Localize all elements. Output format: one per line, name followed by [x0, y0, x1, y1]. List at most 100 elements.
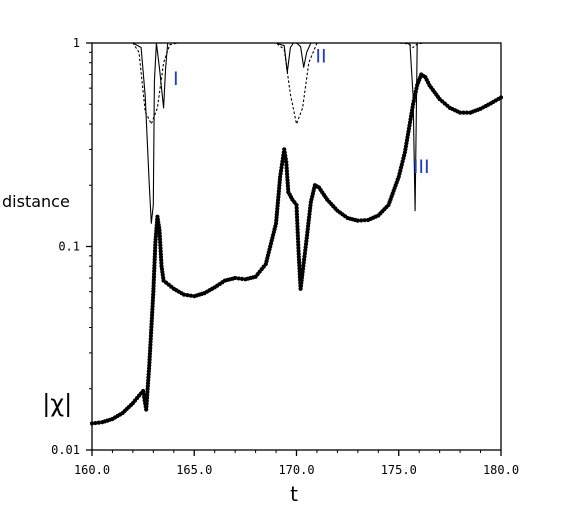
chi-series-point [149, 313, 155, 318]
chi-series-point [296, 245, 301, 251]
chi-series-point [147, 354, 152, 359]
chi-label: |χ| [42, 389, 72, 417]
y-tick-label: 0.1 [58, 240, 80, 254]
chi-series-point [301, 263, 306, 268]
x-tick-label: 175.0 [381, 463, 417, 477]
chi-series-point [239, 276, 245, 281]
chi-series-point [283, 156, 288, 161]
chi-series-point [295, 230, 300, 235]
chi-series-point [149, 325, 154, 330]
chi-series-point [295, 233, 300, 238]
chi-series-point [284, 165, 289, 171]
x-tick-label: 165.0 [176, 463, 212, 477]
y-tick-label: 1 [73, 36, 80, 50]
chi-series-point [303, 248, 308, 253]
y-tick-label: 0.01 [51, 443, 80, 457]
chi-series-point [185, 293, 190, 298]
chi-series-point [150, 310, 155, 315]
chi-series-point [300, 269, 305, 275]
chi-series-point [294, 209, 299, 214]
chi-series-point [284, 171, 290, 177]
chi-series-point [148, 330, 154, 336]
chi-series-point [158, 255, 164, 260]
chi-series-point [157, 228, 162, 233]
solid-distance-line [92, 42, 501, 224]
y-axis-ticks: 1 0.1 0.01 [51, 36, 92, 457]
chi-series-point [96, 420, 101, 425]
chi-series-point [461, 110, 466, 115]
chi-series-point [148, 339, 153, 345]
chi-series-point [283, 153, 288, 158]
chi-series-point [157, 237, 163, 242]
chi-series-point [285, 181, 290, 186]
chi-series-point [294, 212, 300, 217]
chi-series-point [147, 357, 152, 362]
chi-series-point [149, 322, 154, 327]
chi-series-point [150, 307, 155, 312]
chi-series-point [236, 276, 241, 281]
chi-series-point [285, 177, 290, 183]
chi-series-point [148, 333, 153, 339]
chi-series-point [151, 292, 156, 297]
chi-series-point [150, 304, 155, 309]
chi-series-point [141, 388, 146, 394]
chi-series-point [282, 147, 287, 152]
chi-series-point [282, 150, 287, 155]
x-axis-ticks: 160.0 165.0 170.0 175.0 180.0 [74, 450, 519, 477]
chi-series-point [294, 205, 299, 211]
chi-series-point [285, 174, 290, 180]
chi-series-point [158, 243, 163, 248]
chi-series-point [295, 218, 300, 223]
chi-series-point [464, 110, 470, 115]
chi-series-point [157, 231, 162, 236]
chi-series-point [285, 184, 291, 189]
x-tick-label: 180.0 [483, 463, 519, 477]
chi-series-point [158, 249, 163, 254]
chi-series-point [147, 348, 153, 353]
chi-series-point [296, 239, 301, 244]
region-label-I: I [173, 68, 179, 90]
plot-frame [91, 42, 502, 451]
chi-series-point [150, 298, 155, 303]
chi-series-point [301, 260, 306, 265]
chi-series-point [188, 293, 193, 298]
chi-series-point [158, 246, 163, 251]
region-label-II: II [315, 46, 326, 68]
chi-series-point [286, 187, 291, 192]
chi-series-point [157, 234, 162, 239]
chi-series-point [150, 295, 156, 300]
x-axis-label: t [290, 482, 298, 506]
chi-series-point [158, 252, 163, 257]
chi-series-point [284, 162, 289, 168]
chi-series-point [303, 245, 308, 250]
x-tick-label: 170.0 [278, 463, 314, 477]
chi-series-point [158, 240, 163, 245]
chi-series-point [304, 239, 309, 244]
chi-series-point [302, 251, 307, 256]
chi-series-point [296, 242, 301, 247]
chi-series-point [359, 218, 364, 223]
chi-series-point [89, 421, 95, 426]
chi-series-point [147, 363, 152, 368]
chi-series-point [300, 266, 306, 271]
chi-series-point [294, 215, 300, 220]
chi-series-point [458, 110, 463, 115]
series-layer [89, 42, 504, 426]
chi-series-point [294, 202, 299, 208]
region-label-III: III [413, 156, 430, 178]
chi-series-point [303, 242, 309, 247]
chi-series-point [148, 345, 153, 350]
chi-series-point [233, 275, 238, 281]
chi-series-point [302, 254, 307, 259]
chi-series-point [148, 342, 153, 347]
chi-series-point [159, 261, 164, 266]
dashed-distance-line [92, 42, 501, 125]
chi-series-point [148, 336, 153, 342]
chi-series-point [141, 391, 146, 397]
chi-series-point [355, 218, 360, 223]
chi-series-point [93, 420, 98, 426]
chi-series-point [498, 95, 504, 100]
chi-series-point [149, 327, 154, 333]
